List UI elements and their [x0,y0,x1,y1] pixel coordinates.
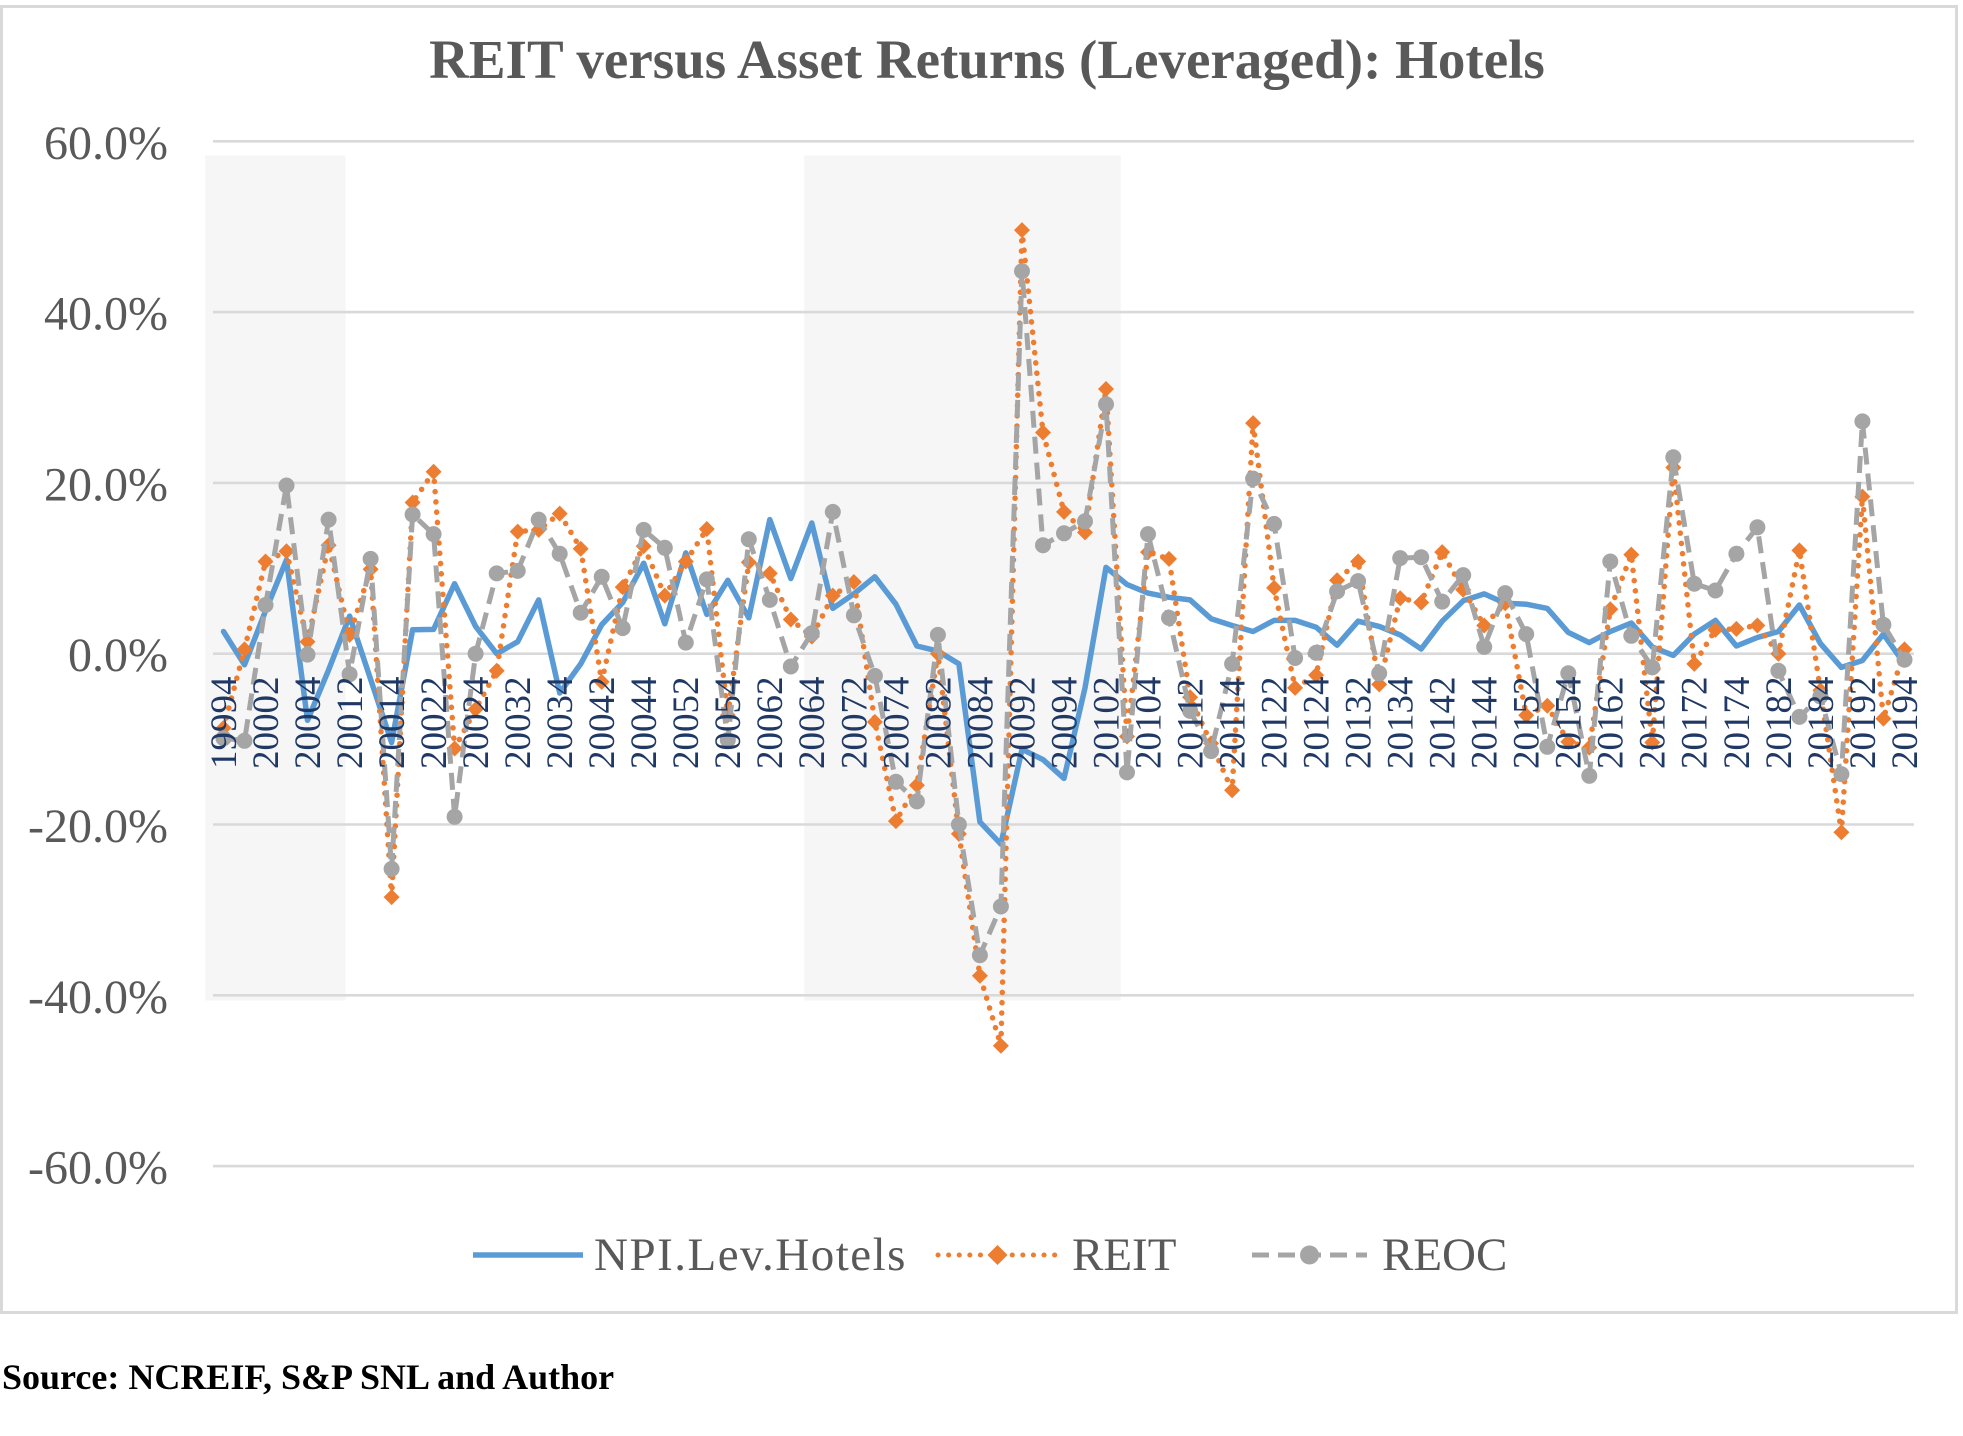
svg-text:20114: 20114 [1213,678,1254,769]
svg-text:20082: 20082 [918,677,959,770]
svg-text:Source: NCREIF, S&P SNL and Au: Source: NCREIF, S&P SNL and Author [2,1357,614,1397]
svg-text:20152: 20152 [1507,677,1548,770]
svg-text:-40.0%: -40.0% [28,971,168,1024]
svg-text:20004: 20004 [288,677,329,770]
svg-text:20174: 20174 [1717,677,1758,770]
svg-text:20132: 20132 [1339,677,1380,770]
svg-text:REOC: REOC [1382,1229,1507,1281]
svg-text:20172: 20172 [1675,677,1716,770]
svg-text:60.0%: 60.0% [44,117,168,170]
svg-text:20092: 20092 [1002,677,1043,770]
svg-text:20182: 20182 [1759,677,1800,770]
svg-text:20032: 20032 [498,677,539,770]
svg-text:20124: 20124 [1297,677,1338,770]
svg-text:20144: 20144 [1465,677,1506,770]
svg-text:NPI.Lev.Hotels: NPI.Lev.Hotels [594,1229,907,1281]
svg-text:19994: 19994 [204,677,245,770]
svg-text:20062: 20062 [750,677,791,770]
svg-text:20044: 20044 [624,677,665,770]
svg-text:20184: 20184 [1801,677,1842,770]
svg-text:-60.0%: -60.0% [28,1142,168,1195]
svg-text:20014: 20014 [372,677,413,770]
svg-text:40.0%: 40.0% [44,288,168,341]
svg-text:0.0%: 0.0% [68,629,168,682]
svg-text:20054: 20054 [708,677,749,770]
svg-text:20194: 20194 [1885,677,1926,770]
svg-text:20102: 20102 [1086,677,1127,770]
svg-text:20052: 20052 [666,677,707,770]
svg-text:20002: 20002 [246,677,287,770]
svg-text:20074: 20074 [876,677,917,770]
svg-text:20112: 20112 [1171,678,1212,769]
svg-text:20022: 20022 [414,677,455,770]
svg-text:20192: 20192 [1843,677,1884,770]
svg-text:20.0%: 20.0% [44,458,168,511]
svg-text:20164: 20164 [1633,677,1674,770]
svg-text:20024: 20024 [456,677,497,770]
svg-text:20104: 20104 [1128,677,1169,770]
svg-text:REIT: REIT [1072,1229,1176,1281]
svg-text:20064: 20064 [792,677,833,770]
svg-text:20042: 20042 [582,677,623,770]
svg-text:REIT versus Asset Returns (Lev: REIT versus Asset Returns (Leveraged): H… [429,29,1545,90]
svg-text:20142: 20142 [1423,677,1464,770]
svg-text:20134: 20134 [1381,677,1422,770]
svg-text:20072: 20072 [834,677,875,770]
svg-text:20122: 20122 [1255,677,1296,770]
svg-text:20154: 20154 [1549,677,1590,770]
svg-text:20084: 20084 [960,677,1001,770]
svg-text:20034: 20034 [540,677,581,770]
svg-text:-20.0%: -20.0% [28,800,168,853]
svg-text:20162: 20162 [1591,677,1632,770]
svg-text:20094: 20094 [1044,677,1085,770]
svg-text:20012: 20012 [330,677,371,770]
